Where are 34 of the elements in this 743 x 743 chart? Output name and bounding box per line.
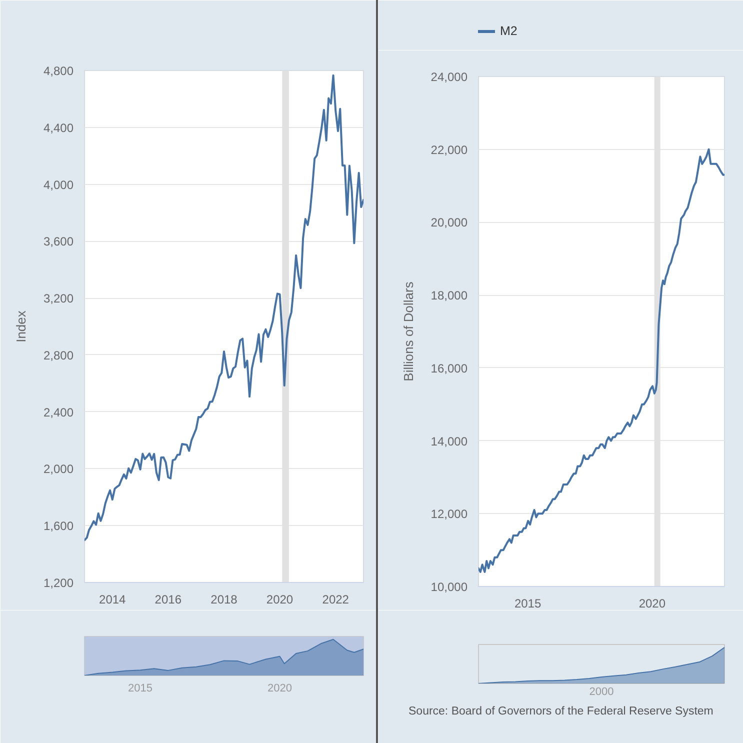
x-tick-label: 2015: [514, 596, 542, 610]
line-series: [84, 74, 364, 542]
y-axis-title: Index: [13, 310, 28, 342]
x-tick-label: 2020: [266, 592, 294, 606]
y-tick-label: 20,000: [430, 216, 468, 230]
y-tick-label: 2,400: [43, 405, 74, 420]
x-tick-label: 2016: [154, 592, 182, 606]
y-tick-label: 2,800: [43, 348, 74, 362]
y-tick-label: 18,000: [430, 288, 468, 303]
y-tick-label: 4,000: [43, 178, 74, 192]
x-tick-label: 2022: [322, 592, 350, 606]
legend-label: M2: [500, 24, 518, 38]
x-tick-label: 2015: [128, 682, 153, 694]
y-tick-label: 3,200: [43, 292, 74, 306]
text: 2000: [589, 686, 614, 698]
line-series: [478, 148, 724, 573]
y-tick-label: 1,200: [43, 576, 74, 590]
x-tick-label: 2020: [638, 596, 666, 610]
y-tick-label: 1,600: [43, 519, 74, 534]
y-tick-label: 4,400: [43, 120, 74, 135]
y-axis-title: Billions of Dollars: [400, 281, 416, 382]
y-tick-label: 2,000: [43, 462, 74, 476]
y-tick-label: 10,000: [430, 580, 468, 594]
y-tick-label: 16,000: [430, 361, 468, 376]
source-note: Source: Board of Governors of the Federal Reserve System: [408, 706, 714, 718]
y-tick-label: 3,600: [43, 234, 74, 249]
x-tick-label: 2018: [210, 592, 238, 606]
y-tick-label: 4,800: [43, 64, 74, 78]
y-tick-label: 22,000: [430, 142, 468, 157]
x-tick-label: 2014: [99, 592, 126, 606]
y-tick-label: 24,000: [430, 70, 468, 84]
y-tick-label: 12,000: [430, 507, 468, 522]
x-tick-label: 2020: [268, 682, 292, 694]
y-tick-label: 14,000: [430, 434, 468, 448]
